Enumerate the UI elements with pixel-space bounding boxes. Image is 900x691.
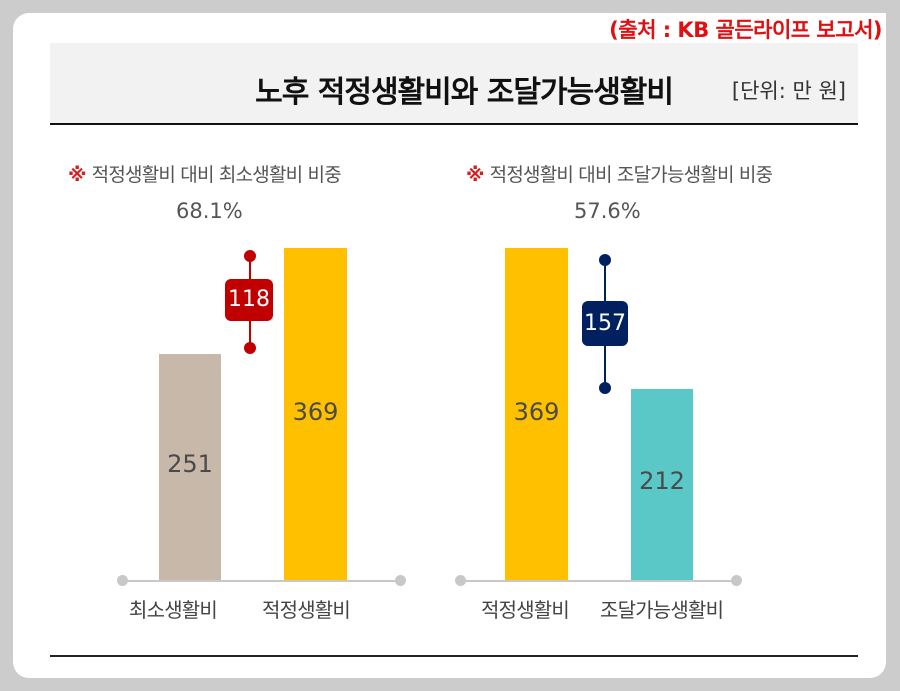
reference-mark-icon: ※	[68, 164, 86, 186]
right-note-text: 적정생활비 대비 조달가능생활비 비중	[489, 164, 773, 186]
right-ratio: 57.6%	[574, 199, 641, 223]
left-diff-dot-bottom	[244, 342, 256, 354]
bar-adequate-right: 369	[505, 248, 568, 581]
left-xlabel-minimum: 최소생활비	[129, 598, 218, 622]
bar-value: 369	[513, 398, 560, 426]
right-axis-dot-start	[455, 575, 466, 586]
left-axis	[123, 580, 400, 582]
title-band: 노후 적정생활비와 조달가능생활비 [단위: 만 원]	[50, 43, 858, 125]
chart-title: 노후 적정생활비와 조달가능생활비	[255, 75, 674, 110]
left-note: ※ 적정생활비 대비 최소생활비 비중	[68, 160, 342, 187]
bottom-rule	[50, 655, 858, 657]
reference-mark-icon: ※	[466, 164, 484, 186]
bar-minimum: 251	[159, 354, 221, 581]
right-xlabel-adequate: 적정생활비	[481, 598, 570, 622]
left-note-text: 적정생활비 대비 최소생활비 비중	[91, 164, 342, 186]
right-diff-badge: 157	[582, 301, 628, 346]
bar-available: 212	[631, 389, 693, 581]
bar-value: 369	[292, 398, 339, 426]
left-diff-badge: 118	[225, 279, 273, 321]
left-diff-dot-top	[244, 250, 256, 262]
right-diff-dot-top	[599, 254, 611, 266]
source-label: (출처 : KB 골든라이프 보고서)	[605, 13, 886, 47]
bar-value: 251	[167, 450, 213, 478]
right-axis	[461, 580, 736, 582]
bar-adequate: 369	[284, 248, 347, 581]
right-diff-dot-bottom	[599, 382, 611, 394]
unit-label: [단위: 만 원]	[731, 79, 846, 103]
bar-value: 212	[639, 467, 685, 495]
right-note: ※ 적정생활비 대비 조달가능생활비 비중	[466, 160, 773, 187]
left-axis-dot-start	[117, 575, 128, 586]
right-xlabel-available: 조달가능생활비	[600, 598, 724, 622]
left-ratio: 68.1%	[176, 199, 243, 223]
left-axis-dot-end	[395, 575, 406, 586]
left-xlabel-adequate: 적정생활비	[262, 598, 351, 622]
right-axis-dot-end	[731, 575, 742, 586]
